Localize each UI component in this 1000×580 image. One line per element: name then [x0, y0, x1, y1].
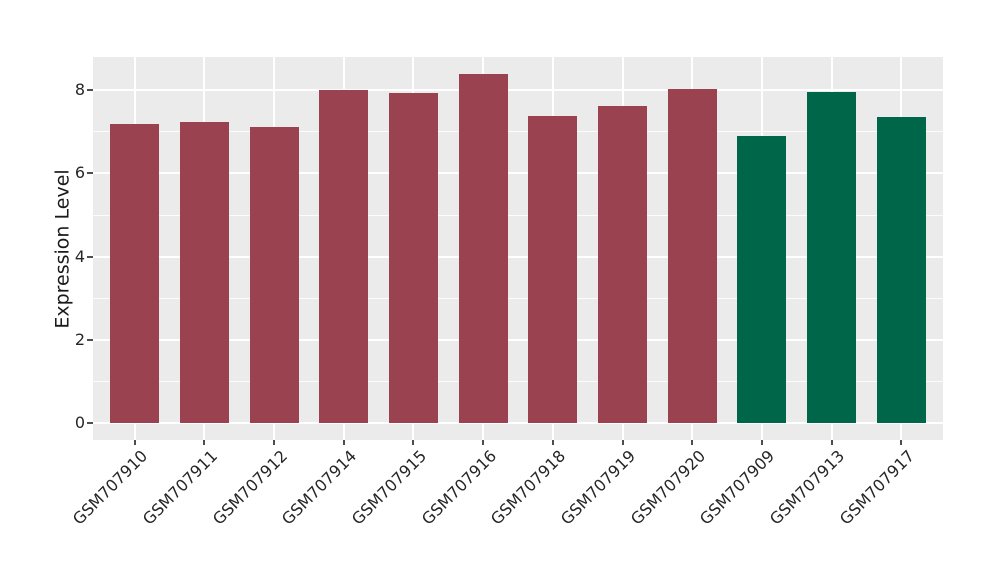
x-tick-mark — [621, 440, 624, 445]
x-tick-mark — [342, 440, 345, 445]
bar-GSM707913 — [807, 91, 856, 423]
y-tick-mark — [87, 338, 93, 341]
y-tick-label: 4 — [74, 246, 85, 266]
x-tick-label: GSM707911 — [138, 446, 222, 529]
bar-GSM707910 — [110, 123, 160, 423]
gridline-major — [93, 172, 943, 175]
bar-GSM707912 — [249, 127, 299, 423]
gridline-major — [93, 338, 943, 341]
x-tick-label: GSM707913 — [765, 446, 849, 529]
gridline-minor — [93, 131, 943, 133]
x-tick-mark — [900, 440, 903, 445]
x-tick-mark — [760, 440, 763, 445]
x-tick-label: GSM707915 — [347, 446, 431, 529]
x-tick-mark — [203, 440, 206, 445]
bar-GSM707918 — [528, 115, 578, 423]
y-tick-mark — [87, 421, 93, 424]
x-tick-mark — [412, 440, 415, 445]
x-tick-mark — [830, 440, 833, 445]
x-tick-mark — [133, 440, 136, 445]
y-tick-label: 8 — [74, 80, 85, 100]
gridline-minor — [93, 297, 943, 299]
x-tick-mark — [691, 440, 694, 445]
x-tick-label: GSM707919 — [556, 446, 640, 529]
gridline-minor — [93, 214, 943, 216]
bar-GSM707911 — [180, 121, 229, 423]
plot-panel — [93, 57, 943, 440]
bar-GSM707909 — [737, 136, 787, 423]
gridline-major — [93, 255, 943, 258]
x-tick-mark — [551, 440, 554, 445]
bar-GSM707917 — [876, 116, 926, 423]
bar-GSM707914 — [319, 89, 369, 423]
gridline-major — [93, 421, 943, 424]
bar-GSM707916 — [458, 74, 508, 423]
bar-GSM707919 — [598, 106, 647, 423]
gridline-minor — [93, 380, 943, 382]
gridline-major — [93, 89, 943, 92]
y-tick-label: 0 — [74, 412, 85, 432]
bar-GSM707915 — [389, 93, 438, 423]
y-tick-label: 6 — [74, 163, 85, 183]
x-tick-mark — [482, 440, 485, 445]
bar-GSM707920 — [667, 88, 717, 423]
x-tick-label: GSM707917 — [835, 446, 918, 529]
y-tick-label: 2 — [74, 329, 85, 349]
y-tick-mark — [87, 172, 93, 175]
y-tick-mark — [87, 255, 93, 258]
x-tick-mark — [273, 440, 276, 445]
y-tick-mark — [87, 89, 93, 92]
